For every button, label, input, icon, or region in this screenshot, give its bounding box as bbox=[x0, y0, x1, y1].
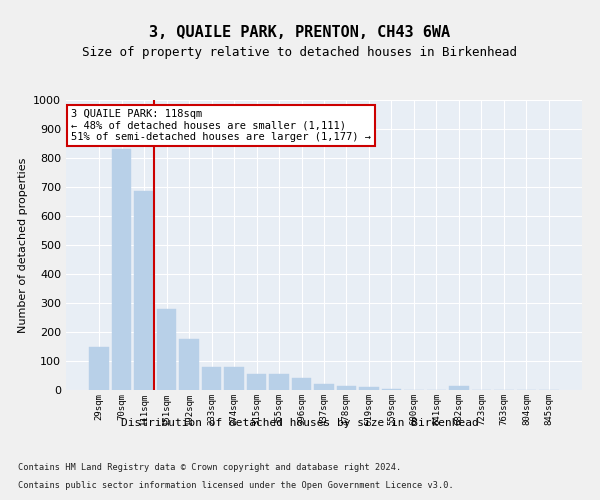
Bar bbox=[269, 374, 289, 390]
Y-axis label: Number of detached properties: Number of detached properties bbox=[17, 158, 28, 332]
Bar bbox=[89, 346, 109, 390]
Bar bbox=[224, 367, 244, 390]
Bar bbox=[247, 374, 266, 390]
Bar bbox=[449, 386, 469, 390]
Text: Size of property relative to detached houses in Birkenhead: Size of property relative to detached ho… bbox=[83, 46, 517, 59]
Bar bbox=[359, 387, 379, 390]
Bar bbox=[112, 150, 131, 390]
Bar bbox=[202, 367, 221, 390]
Text: Distribution of detached houses by size in Birkenhead: Distribution of detached houses by size … bbox=[121, 418, 479, 428]
Text: Contains public sector information licensed under the Open Government Licence v3: Contains public sector information licen… bbox=[18, 480, 454, 490]
Bar bbox=[314, 384, 334, 390]
Text: Contains HM Land Registry data © Crown copyright and database right 2024.: Contains HM Land Registry data © Crown c… bbox=[18, 463, 401, 472]
Bar bbox=[157, 309, 176, 390]
Bar bbox=[292, 378, 311, 390]
Text: 3, QUAILE PARK, PRENTON, CH43 6WA: 3, QUAILE PARK, PRENTON, CH43 6WA bbox=[149, 25, 451, 40]
Bar bbox=[134, 192, 154, 390]
Text: 3 QUAILE PARK: 118sqm
← 48% of detached houses are smaller (1,111)
51% of semi-d: 3 QUAILE PARK: 118sqm ← 48% of detached … bbox=[71, 108, 371, 142]
Bar bbox=[179, 339, 199, 390]
Bar bbox=[337, 386, 356, 390]
Bar bbox=[382, 388, 401, 390]
